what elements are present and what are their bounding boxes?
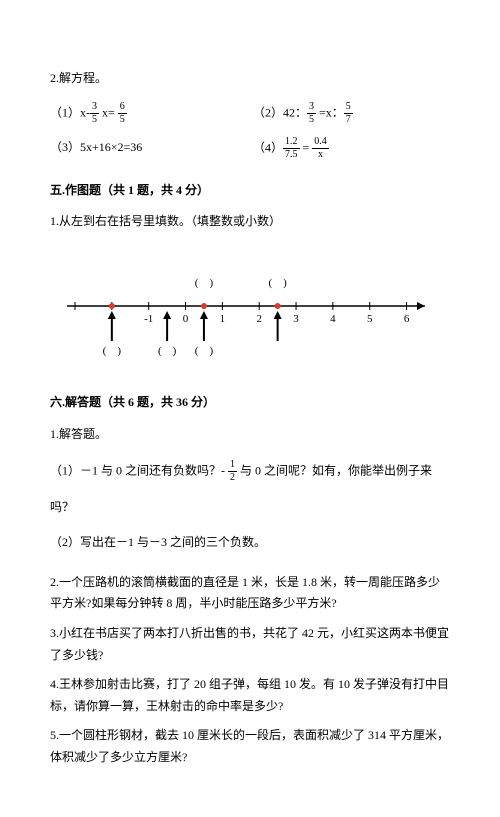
section-5-q1: 1.从左到右在括号里填数。（填整数或小数） <box>50 211 450 233</box>
section-6-q1-title: 1.解答题。 <box>50 424 450 446</box>
equation-row-2: （3）5x+16×2=36 （4）1.27.5 = 0.4x <box>50 137 450 160</box>
section-6-title: 六.解答题（共 6 题，共 36 分） <box>50 392 450 414</box>
fraction-3-5b: 35 <box>307 102 316 125</box>
svg-text:( ): ( ) <box>268 277 287 289</box>
section-6-q1-2: （2）写出在－1 与－3 之间的三个负数。 <box>50 532 450 554</box>
svg-text:4: 4 <box>330 313 336 325</box>
svg-text:0: 0 <box>183 313 189 325</box>
fraction-1.2-7.5: 1.27.5 <box>283 137 300 160</box>
equation-row-1: （1）x-35 x= 65 （2）42：35 =x：57 <box>50 102 450 125</box>
svg-text:2: 2 <box>256 313 262 325</box>
svg-text:-1: -1 <box>144 313 153 325</box>
fraction-0.4-x: 0.4x <box>312 137 329 160</box>
q1-1-part-b: 与 0 之间呢？如有，你能举出例子来 <box>237 463 432 477</box>
fraction-3-5: 35 <box>90 102 99 125</box>
svg-text:( ): ( ) <box>195 277 214 289</box>
section-6-q1-1: （1）－1 与 0 之间还有负数吗？- 12 与 0 之间呢？如有，你能举出例子… <box>50 460 450 483</box>
q1-1-part-a: （1）－1 与 0 之间还有负数吗？- <box>50 463 228 477</box>
eq4-eq: = <box>300 140 313 154</box>
fraction-1-2: 12 <box>228 460 237 483</box>
fraction-6-5: 65 <box>118 102 127 125</box>
eq2-label: （2）42： <box>253 105 307 119</box>
section-6-q3: 3.小红在书店买了两本打八折出售的书，共花了 42 元，小红买这两本书便宜了多少… <box>50 623 450 666</box>
svg-text:3: 3 <box>293 313 299 325</box>
svg-text:( ): ( ) <box>103 345 122 357</box>
svg-text:6: 6 <box>404 313 410 325</box>
number-line-figure: -1 0 1 2 3 4 5 6 ( ) ( ) ( ) ( ) ( ) <box>60 251 440 369</box>
fraction-5-7: 57 <box>344 102 353 125</box>
eq4-label: （4） <box>253 140 283 154</box>
number-line-svg: -1 0 1 2 3 4 5 6 ( ) ( ) ( ) ( ) ( ) <box>60 251 440 361</box>
equation-1: （1）x-35 x= 65 <box>50 102 250 125</box>
eq1-mid: x= <box>99 105 118 119</box>
q1-1-part-c: 吗？ <box>50 497 450 519</box>
svg-text:( ): ( ) <box>195 345 214 357</box>
equation-3: （3）5x+16×2=36 <box>50 137 250 159</box>
section-6-q5: 5.一个圆柱形钢材，截去 10 厘米长的一段后，表面积减少了 314 平方厘米，… <box>50 725 450 768</box>
section-6-q4: 4.王林参加射击比赛，打了 20 组子弹，每组 10 发。有 10 发子弹没有打… <box>50 674 450 717</box>
solve-equation-title: 2.解方程。 <box>50 68 450 90</box>
svg-text:5: 5 <box>367 313 373 325</box>
svg-text:1: 1 <box>220 313 226 325</box>
eq1-label: （1）x- <box>50 105 90 119</box>
section-6-q2: 2.一个压路机的滚筒横截面的直径是 1 米，长是 1.8 米，转一周能压路多少平… <box>50 572 450 615</box>
equation-4: （4）1.27.5 = 0.4x <box>253 137 329 160</box>
section-5-title: 五.作图题（共 1 题，共 4 分） <box>50 180 450 202</box>
eq2-mid: =x： <box>316 105 344 119</box>
equation-2: （2）42：35 =x：57 <box>253 102 353 125</box>
svg-text:( ): ( ) <box>158 345 177 357</box>
